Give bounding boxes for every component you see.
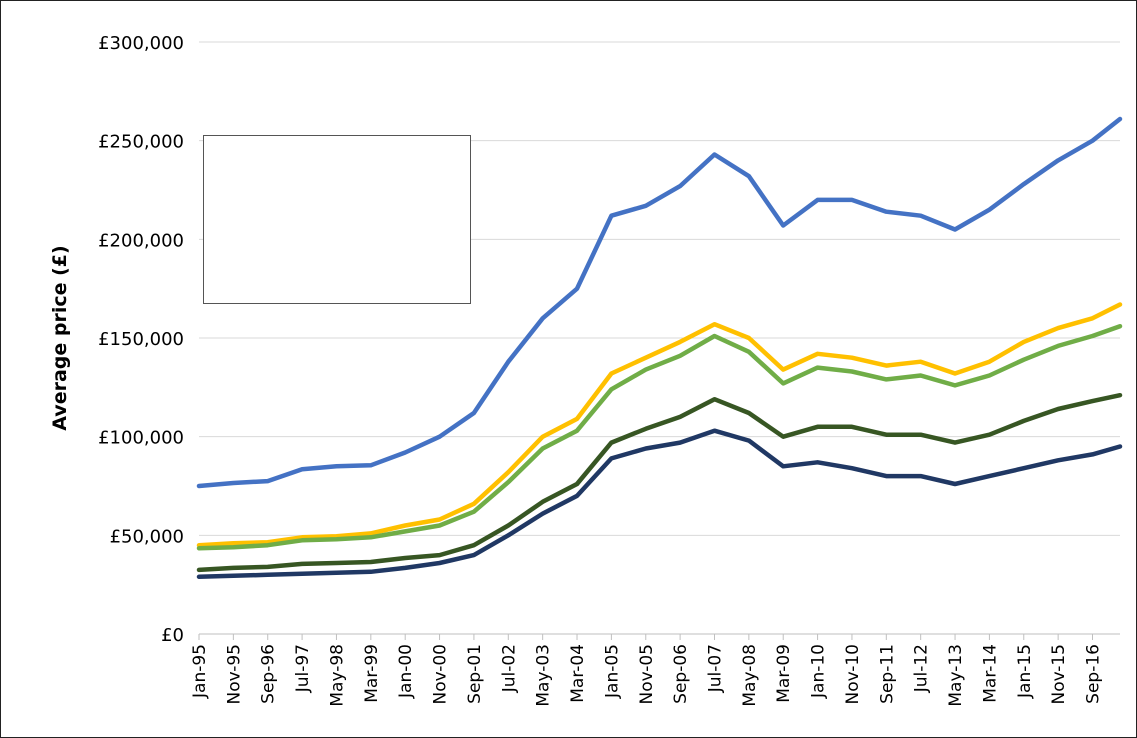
y-tick-label: £250,000 [98, 132, 184, 153]
x-tick-label: Nov-15 [1049, 644, 1069, 705]
x-tick-label: Sep-01 [465, 644, 485, 704]
x-tick-label: Sep-06 [671, 644, 691, 704]
x-tick-label: Sep-96 [259, 644, 279, 704]
y-tick-label: £100,000 [98, 428, 184, 449]
series-line-4 [196, 392, 1123, 573]
y-axis-ticks: £0 £50,000 £100,000 £150,000 £200,000 £250,00… [98, 33, 184, 646]
x-axis-ticks: Jan-95 Nov-95 Sep-96 Jul-97 May-98 Mar-99 Jan-… [190, 634, 1104, 707]
y-tick-label: £50,000 [110, 526, 184, 547]
x-tick-label: Jul-97 [293, 644, 313, 693]
x-tick-label: Sep-16 [1084, 644, 1104, 704]
x-tick-label: Jul-12 [912, 644, 932, 693]
x-tick-label: Nov-00 [431, 644, 451, 705]
y-axis-label: Average price (£) [49, 245, 71, 430]
x-tick-label: Mar-14 [980, 644, 1000, 703]
y-tick-label: £200,000 [98, 230, 184, 251]
x-tick-label: May-08 [740, 644, 760, 707]
y-tick-label: £0 [161, 625, 184, 646]
y-tick-label: £300,000 [98, 33, 184, 54]
x-tick-label: Mar-99 [362, 644, 382, 703]
x-tick-label: Jan-15 [1015, 644, 1035, 699]
x-tick-label: Jan-95 [190, 644, 210, 699]
x-tick-label: Nov-10 [843, 644, 863, 705]
x-tick-label: Nov-95 [224, 644, 244, 705]
y-tick-label: £150,000 [98, 329, 184, 350]
x-tick-label: Sep-11 [877, 644, 897, 704]
x-tick-label: Jul-02 [499, 644, 519, 693]
x-tick-label: May-98 [327, 644, 347, 707]
x-tick-label: Nov-05 [637, 644, 657, 705]
x-tick-label: May-13 [946, 644, 966, 707]
series-line-1 [196, 116, 1123, 489]
x-tick-label: Jul-07 [705, 644, 725, 693]
series-line-5 [196, 428, 1123, 580]
series-line-2 [196, 302, 1123, 548]
x-tick-label: Mar-04 [568, 644, 588, 703]
x-tick-label: Mar-09 [774, 644, 794, 703]
x-tick-label: Jan-00 [396, 644, 416, 699]
series-line-3 [196, 323, 1123, 551]
legend-box [203, 135, 471, 304]
x-tick-label: Jan-05 [602, 644, 622, 699]
series-lines [196, 116, 1123, 580]
x-tick-label: May-03 [534, 644, 554, 707]
x-tick-label: Jan-10 [809, 644, 829, 699]
